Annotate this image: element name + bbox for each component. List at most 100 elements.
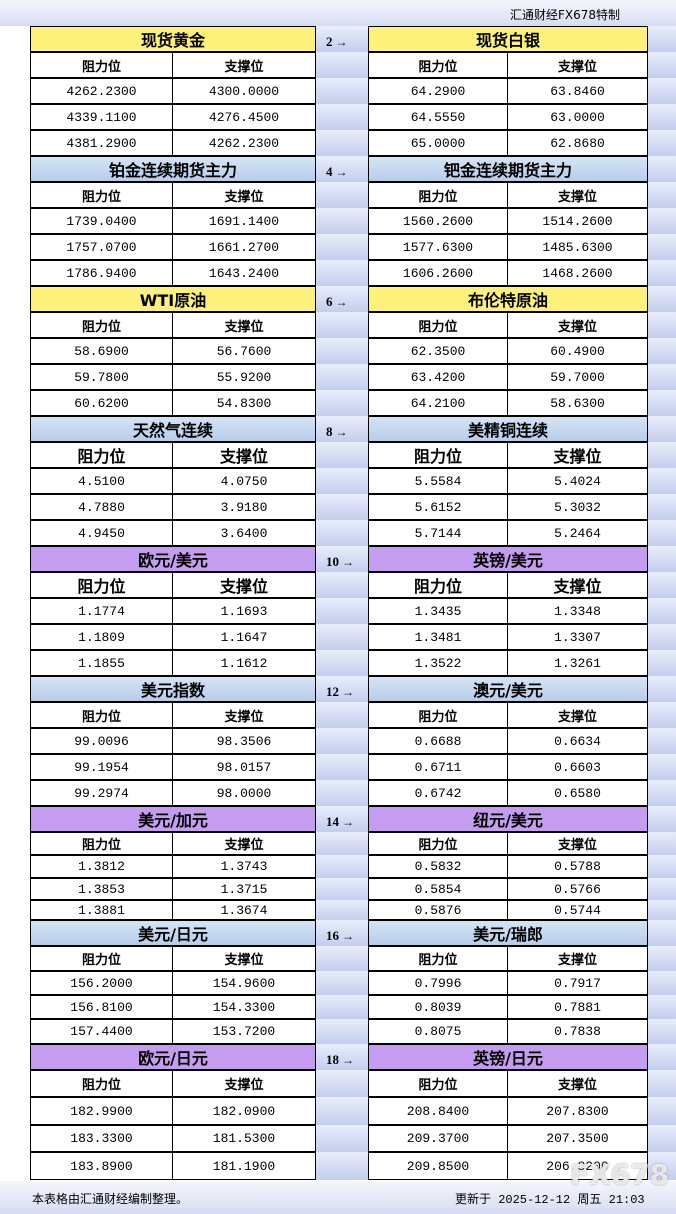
value-cell: 4.5100 xyxy=(30,468,173,494)
block-title: 英镑/美元 xyxy=(368,546,648,572)
value-cell: 1.3812 xyxy=(30,855,173,878)
value-cell: 0.8039 xyxy=(368,995,508,1019)
value-cell: 4262.2300 xyxy=(172,130,316,156)
value-cell: 0.5744 xyxy=(507,900,648,920)
value-cell: 5.5584 xyxy=(368,468,508,494)
value-cell: 1661.2700 xyxy=(172,234,316,260)
value-cell: 1485.6300 xyxy=(507,234,648,260)
block-title: 欧元/日元 xyxy=(30,1044,316,1070)
column-header: 支撑位 xyxy=(507,946,648,971)
side-strip xyxy=(316,878,368,900)
side-strip xyxy=(316,1125,368,1152)
block-number: 4 xyxy=(316,156,368,182)
block-title: 铂金连续期货主力 xyxy=(30,156,316,182)
value-cell: 4276.4500 xyxy=(172,104,316,130)
value-cell: 1.3481 xyxy=(368,624,508,650)
side-strip xyxy=(316,260,368,286)
value-cell: 4262.2300 xyxy=(30,78,173,104)
value-cell: 5.3032 xyxy=(507,494,648,520)
value-cell: 56.7600 xyxy=(172,338,316,364)
side-strip xyxy=(648,182,676,208)
value-cell: 181.5300 xyxy=(172,1125,316,1152)
side-strip xyxy=(316,390,368,416)
value-cell: 1786.9400 xyxy=(30,260,173,286)
block-number: 8 xyxy=(316,416,368,442)
side-strip xyxy=(648,130,676,156)
side-strip xyxy=(648,598,676,624)
value-cell: 58.6300 xyxy=(507,390,648,416)
side-strip xyxy=(648,260,676,286)
side-strip xyxy=(316,364,368,390)
side-strip xyxy=(648,416,676,442)
value-cell: 0.6688 xyxy=(368,728,508,754)
block-title: 现货白银 xyxy=(368,26,648,52)
value-cell: 63.8460 xyxy=(507,78,648,104)
column-header: 阻力位 xyxy=(30,832,173,855)
value-cell: 0.5854 xyxy=(368,878,508,900)
column-header: 支撑位 xyxy=(172,52,316,78)
side-strip xyxy=(316,442,368,468)
value-cell: 64.2100 xyxy=(368,390,508,416)
column-header: 支撑位 xyxy=(172,832,316,855)
value-cell: 1643.2400 xyxy=(172,260,316,286)
column-header: 阻力位 xyxy=(368,572,508,598)
side-strip xyxy=(316,182,368,208)
column-header: 阻力位 xyxy=(368,946,508,971)
footer-bar xyxy=(0,1181,676,1214)
column-header: 支撑位 xyxy=(507,702,648,728)
value-cell: 4.0750 xyxy=(172,468,316,494)
side-strip xyxy=(648,624,676,650)
value-cell: 4300.0000 xyxy=(172,78,316,104)
block-title: 英镑/日元 xyxy=(368,1044,648,1070)
column-header: 支撑位 xyxy=(172,702,316,728)
value-cell: 207.8300 xyxy=(507,1097,648,1125)
side-strip xyxy=(648,754,676,780)
value-cell: 1.3348 xyxy=(507,598,648,624)
side-strip xyxy=(316,971,368,995)
side-strip xyxy=(316,312,368,338)
value-cell: 156.8100 xyxy=(30,995,173,1019)
side-strip xyxy=(316,208,368,234)
value-cell: 183.8900 xyxy=(30,1152,173,1180)
value-cell: 1.1855 xyxy=(30,650,173,676)
value-cell: 3.9180 xyxy=(172,494,316,520)
side-strip xyxy=(648,468,676,494)
side-strip xyxy=(316,855,368,878)
side-strip xyxy=(648,1097,676,1125)
block-title: 天然气连续 xyxy=(30,416,316,442)
side-strip xyxy=(648,832,676,855)
value-cell: 0.6634 xyxy=(507,728,648,754)
value-cell: 182.0900 xyxy=(172,1097,316,1125)
side-strip xyxy=(648,1152,676,1180)
value-cell: 209.3700 xyxy=(368,1125,508,1152)
side-strip xyxy=(648,1019,676,1044)
side-strip xyxy=(648,806,676,832)
value-cell: 60.6200 xyxy=(30,390,173,416)
block-title: 欧元/美元 xyxy=(30,546,316,572)
value-cell: 181.1900 xyxy=(172,1152,316,1180)
side-strip xyxy=(316,754,368,780)
side-strip xyxy=(648,572,676,598)
side-strip xyxy=(316,1097,368,1125)
value-cell: 0.7917 xyxy=(507,971,648,995)
side-strip xyxy=(648,676,676,702)
value-cell: 64.2900 xyxy=(368,78,508,104)
column-header: 阻力位 xyxy=(30,572,173,598)
column-header: 支撑位 xyxy=(172,442,316,468)
side-strip xyxy=(648,156,676,182)
side-strip xyxy=(316,520,368,546)
value-cell: 1.3743 xyxy=(172,855,316,878)
column-header: 阻力位 xyxy=(30,182,173,208)
value-cell: 208.8400 xyxy=(368,1097,508,1125)
value-cell: 1.3853 xyxy=(30,878,173,900)
value-cell: 1.3674 xyxy=(172,900,316,920)
side-strip xyxy=(316,624,368,650)
column-header: 支撑位 xyxy=(172,572,316,598)
header-bar xyxy=(0,0,676,26)
column-header: 阻力位 xyxy=(30,52,173,78)
value-cell: 4.9450 xyxy=(30,520,173,546)
column-header: 阻力位 xyxy=(368,442,508,468)
value-cell: 0.7881 xyxy=(507,995,648,1019)
side-strip xyxy=(316,832,368,855)
